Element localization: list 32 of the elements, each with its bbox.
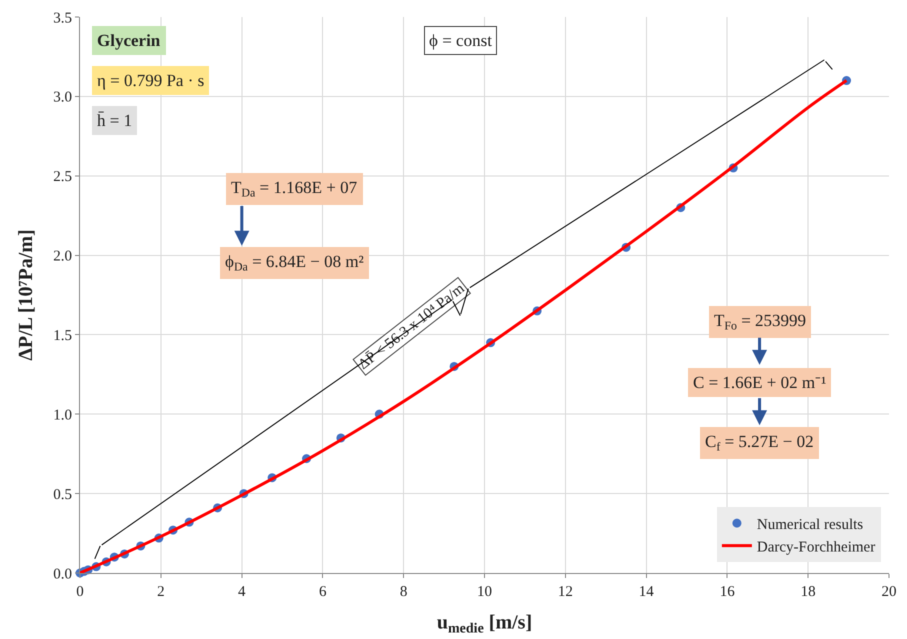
x-tick-label: 6 bbox=[318, 584, 327, 600]
annotation: ϕ$_{Da}$ = 6.84E − 08 m² bbox=[225, 252, 364, 274]
y-tick-label: 2.0 bbox=[53, 248, 72, 265]
y-tick-label: 0.0 bbox=[53, 566, 72, 582]
x-axis-title: u$_{medie}$ [m/s] bbox=[436, 612, 532, 637]
y-tick-label: 3.5 bbox=[53, 10, 72, 26]
annotation: η = 0.799 Pa · s bbox=[97, 71, 204, 90]
legend-label: Numerical results bbox=[756, 516, 864, 533]
annotation: ϕ = const bbox=[429, 31, 492, 50]
annotation: C$_{f}$ = 5.27E − 02 bbox=[705, 432, 814, 454]
annotation: T$_{Fo}$ = 253999 bbox=[714, 311, 806, 333]
x-tick-label: 10 bbox=[477, 584, 492, 600]
y-tick-label: 0.5 bbox=[53, 486, 72, 503]
x-tick-label: 12 bbox=[558, 584, 573, 600]
x-tick-label: 20 bbox=[882, 584, 896, 600]
y-tick-label: 1.5 bbox=[53, 328, 72, 344]
x-tick-label: 18 bbox=[800, 584, 816, 600]
x-tick-label: 14 bbox=[638, 584, 654, 600]
x-tick-label: 0 bbox=[76, 584, 84, 600]
x-tick-label: 8 bbox=[400, 584, 408, 600]
annotation: C = 1.66E + 02 m⁻¹ bbox=[693, 373, 826, 392]
y-tick-label: 3.0 bbox=[53, 90, 72, 106]
x-tick-label: 4 bbox=[238, 584, 246, 600]
annotation: Glycerin bbox=[97, 31, 161, 50]
y-axis-title: ΔP/L [10⁷Pa/m] bbox=[14, 229, 37, 361]
annotation: T$_{Da}$ = 1.168E + 07 bbox=[231, 178, 358, 200]
legend-label: Darcy-Forchheimer bbox=[756, 539, 876, 556]
annotation: h̄ = 1 bbox=[97, 111, 132, 130]
y-tick-label: 1.0 bbox=[53, 407, 72, 424]
x-tick-label: 2 bbox=[157, 584, 165, 600]
x-tick-label: 16 bbox=[720, 584, 736, 600]
y-tick-label: 2.5 bbox=[53, 169, 72, 186]
